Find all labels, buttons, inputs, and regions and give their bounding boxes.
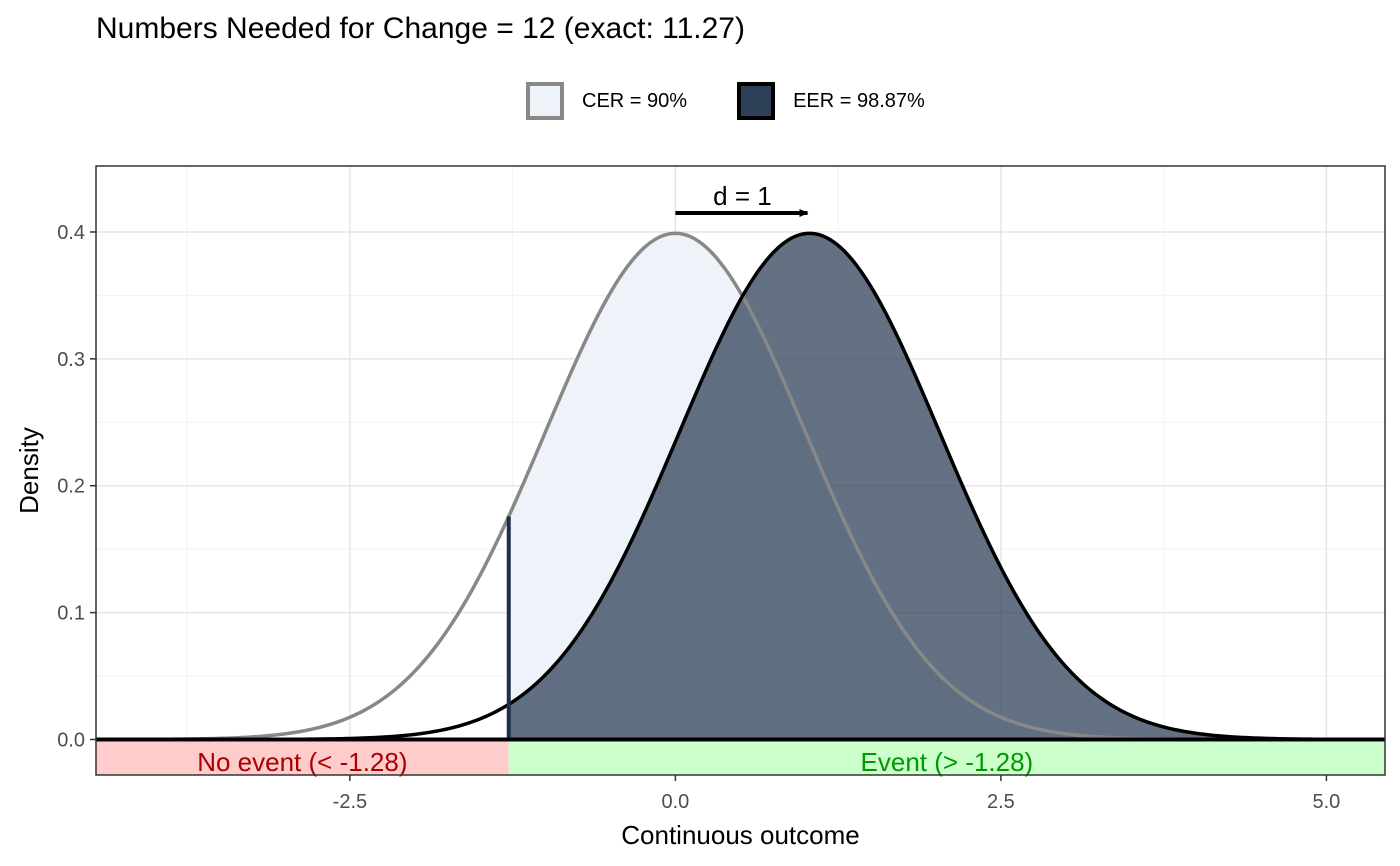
x-tick-label: 2.5 bbox=[987, 791, 1015, 813]
x-tick-label: 0.0 bbox=[661, 791, 689, 813]
x-axis-title: Continuous outcome bbox=[621, 820, 859, 850]
legend-swatch-eer bbox=[737, 82, 776, 120]
legend-swatch-cer bbox=[526, 82, 564, 120]
y-tick-label: 0.1 bbox=[57, 603, 85, 625]
eer-area bbox=[508, 233, 1385, 740]
plot-border bbox=[95, 165, 1386, 776]
y-axis-title: Density bbox=[14, 427, 44, 514]
x-tick-label: 5.0 bbox=[1313, 791, 1341, 813]
y-tick-label: 0.2 bbox=[57, 476, 85, 498]
legend-label-eer: EER = 98.87% bbox=[793, 89, 925, 112]
legend-item-eer: EER = 98.87% bbox=[737, 82, 925, 120]
legend-label-cer: CER = 90% bbox=[582, 89, 688, 112]
effect-label: d = 1 bbox=[713, 181, 772, 211]
y-tick-label: 0.0 bbox=[57, 729, 85, 751]
no-event-label: No event (< -1.28) bbox=[197, 747, 407, 777]
plot-content bbox=[96, 231, 1385, 775]
chart-title: Numbers Needed for Change = 12 (exact: 1… bbox=[96, 12, 745, 45]
x-tick-label: -2.5 bbox=[333, 791, 367, 813]
event-label: Event (> -1.28) bbox=[861, 747, 1034, 777]
y-tick-label: 0.4 bbox=[57, 222, 85, 244]
event-band bbox=[508, 741, 1385, 775]
legend: CER = 90% EER = 98.87% bbox=[526, 80, 975, 122]
no-event-band bbox=[96, 741, 509, 775]
y-tick-label: 0.3 bbox=[57, 349, 85, 371]
legend-item-cer: CER = 90% bbox=[526, 82, 687, 120]
